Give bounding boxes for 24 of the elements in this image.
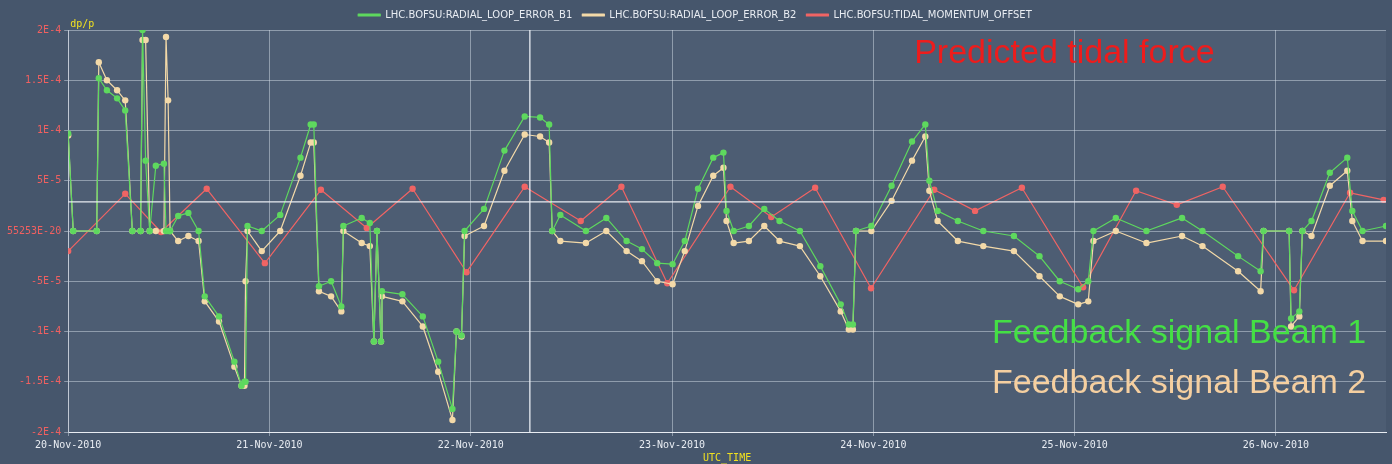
x-tick-label: 21-Nov-2010 bbox=[236, 438, 303, 450]
y-tick-label: 5E-5 bbox=[37, 174, 62, 186]
y-tick-label: -1E-4 bbox=[31, 325, 62, 337]
annotation: Feedback signal Beam 1 bbox=[992, 311, 1367, 350]
x-tick-label: 26-Nov-2010 bbox=[1242, 438, 1309, 450]
x-tick-label: 25-Nov-2010 bbox=[1041, 438, 1108, 450]
x-tick-label: 24-Nov-2010 bbox=[840, 438, 907, 450]
x-tick-label: 22-Nov-2010 bbox=[437, 438, 504, 450]
annotation: Predicted tidal force bbox=[914, 32, 1215, 71]
x-axis-title: UTC_TIME bbox=[703, 451, 752, 464]
legend-label: LHC.BOFSU:RADIAL_LOOP_ERROR_B1 bbox=[385, 8, 573, 21]
y-tick-label: 1E-4 bbox=[37, 124, 62, 136]
annotation: Feedback signal Beam 2 bbox=[992, 362, 1367, 401]
y-tick-label: 1.5E-4 bbox=[25, 73, 62, 85]
y-tick-label: -2E-4 bbox=[31, 425, 62, 437]
y-tick-label: 55253E-20 bbox=[7, 224, 62, 236]
y-tick-label: -5E-5 bbox=[31, 274, 62, 286]
y-axis-title: dp/p bbox=[70, 17, 95, 29]
legend-label: LHC.BOFSU:RADIAL_LOOP_ERROR_B2 bbox=[609, 8, 797, 21]
y-tick-label: 2E-4 bbox=[37, 23, 62, 35]
x-tick-label: 20-Nov-2010 bbox=[35, 438, 102, 450]
y-tick-label: -1.5E-4 bbox=[19, 375, 62, 387]
x-tick-label: 23-Nov-2010 bbox=[638, 438, 706, 450]
legend-label: LHC.BOFSU:TIDAL_MOMENTUM_OFFSET bbox=[833, 8, 1033, 21]
